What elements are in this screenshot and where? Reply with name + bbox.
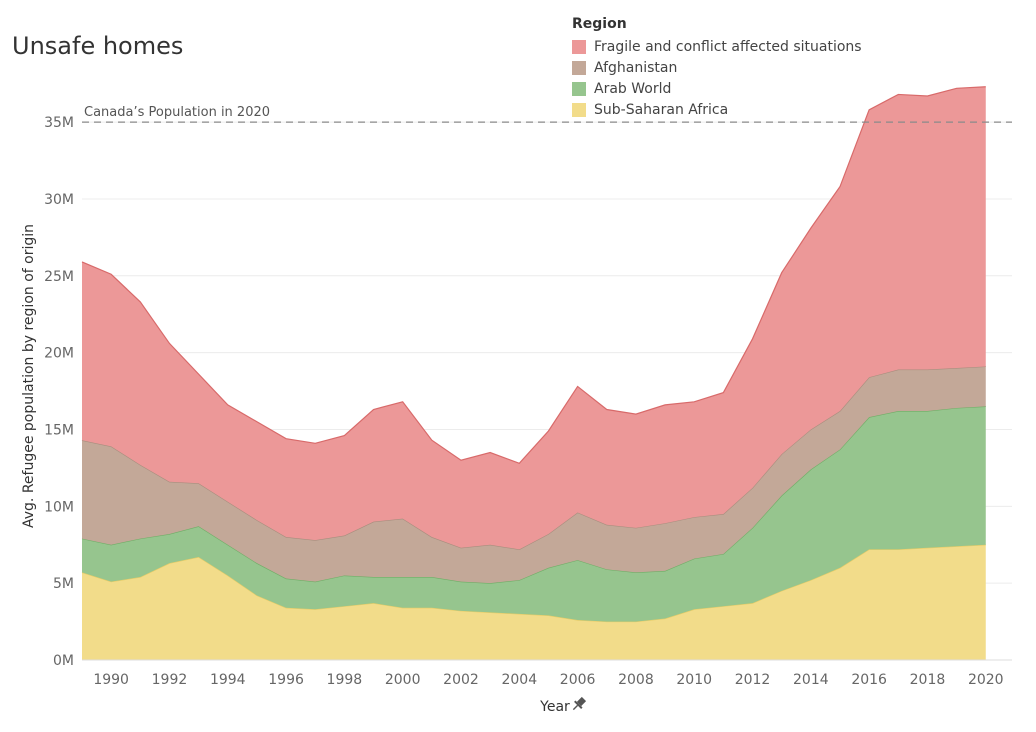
legend-item-afghanistan[interactable]: Afghanistan — [572, 57, 862, 78]
legend-title: Region — [572, 16, 627, 32]
y-tick-label: 25M — [44, 269, 74, 285]
legend-label: Arab World — [594, 80, 672, 97]
x-tick-label: 1990 — [93, 672, 129, 688]
legend-swatch — [572, 102, 586, 117]
y-tick-label: 20M — [44, 346, 74, 362]
y-axis-title: Avg. Refugee population by region of ori… — [21, 224, 37, 528]
y-tick-label: 5M — [53, 576, 74, 592]
x-tick-label: 1996 — [268, 672, 304, 688]
legend-swatch — [572, 39, 586, 54]
x-axis-title: Year — [539, 699, 570, 715]
y-tick-label: 10M — [44, 499, 74, 515]
pin-base — [574, 700, 583, 709]
fragile-and-conflict-affected-situations-area[interactable] — [82, 86, 986, 550]
reference-line-group: Canada’s Population in 2020 — [82, 105, 1012, 123]
x-tick-label: 2020 — [968, 672, 1004, 688]
fragile-and-conflict-affected-situations-line — [81, 86, 986, 464]
arab-world-area[interactable] — [82, 406, 986, 622]
x-tick-label: 1994 — [210, 672, 246, 688]
pin-head — [576, 696, 587, 707]
pin-icon[interactable] — [570, 696, 588, 714]
legend-swatch — [572, 81, 586, 96]
x-tick-label: 2006 — [560, 672, 596, 688]
legend-item-arab-world[interactable]: Arab World — [572, 78, 862, 99]
legend-label: Sub-Saharan Africa — [594, 101, 729, 118]
x-tick-label: 2000 — [385, 672, 421, 688]
legend-label: Fragile and conflict affected situations — [594, 38, 862, 55]
x-tick-label: 2016 — [851, 672, 887, 688]
area-series — [81, 86, 986, 660]
x-tick-label: 2018 — [910, 672, 946, 688]
x-tick-label: 2008 — [618, 672, 654, 688]
y-tick-label: 30M — [44, 192, 74, 208]
chart-title: Unsafe homes — [12, 32, 184, 60]
legend-item-sub-saharan-africa[interactable]: Sub-Saharan Africa — [572, 99, 862, 120]
y-tick-label: 0M — [53, 653, 74, 669]
x-tick-label: 2010 — [676, 672, 712, 688]
y-tick-label: 35M — [44, 115, 74, 131]
x-tick-label: 2002 — [443, 672, 479, 688]
afghanistan-area[interactable] — [82, 366, 986, 584]
x-tick-label: 2012 — [735, 672, 771, 688]
x-tick-label: 2014 — [793, 672, 829, 688]
x-tick-label: 1992 — [152, 672, 188, 688]
x-tick-label: 2004 — [501, 672, 537, 688]
y-tick-label: 15M — [44, 422, 74, 438]
legend-item-fragile[interactable]: Fragile and conflict affected situations — [572, 36, 862, 57]
legend-label: Afghanistan — [594, 59, 678, 76]
reference-line-label: Canada’s Population in 2020 — [84, 105, 270, 120]
axes: 0M 5M 10M 15M 20M 25M 30M 35M 1990 1992 1994 1996 19… — [21, 115, 1012, 715]
sub-saharan-africa-area[interactable] — [82, 544, 986, 660]
pin-needle — [572, 704, 579, 711]
sub-saharan-africa-line — [81, 544, 986, 623]
x-tick-label: 1998 — [327, 672, 363, 688]
legend-swatch — [572, 60, 586, 75]
legend: Region Fragile and conflict affected sit… — [572, 16, 862, 120]
